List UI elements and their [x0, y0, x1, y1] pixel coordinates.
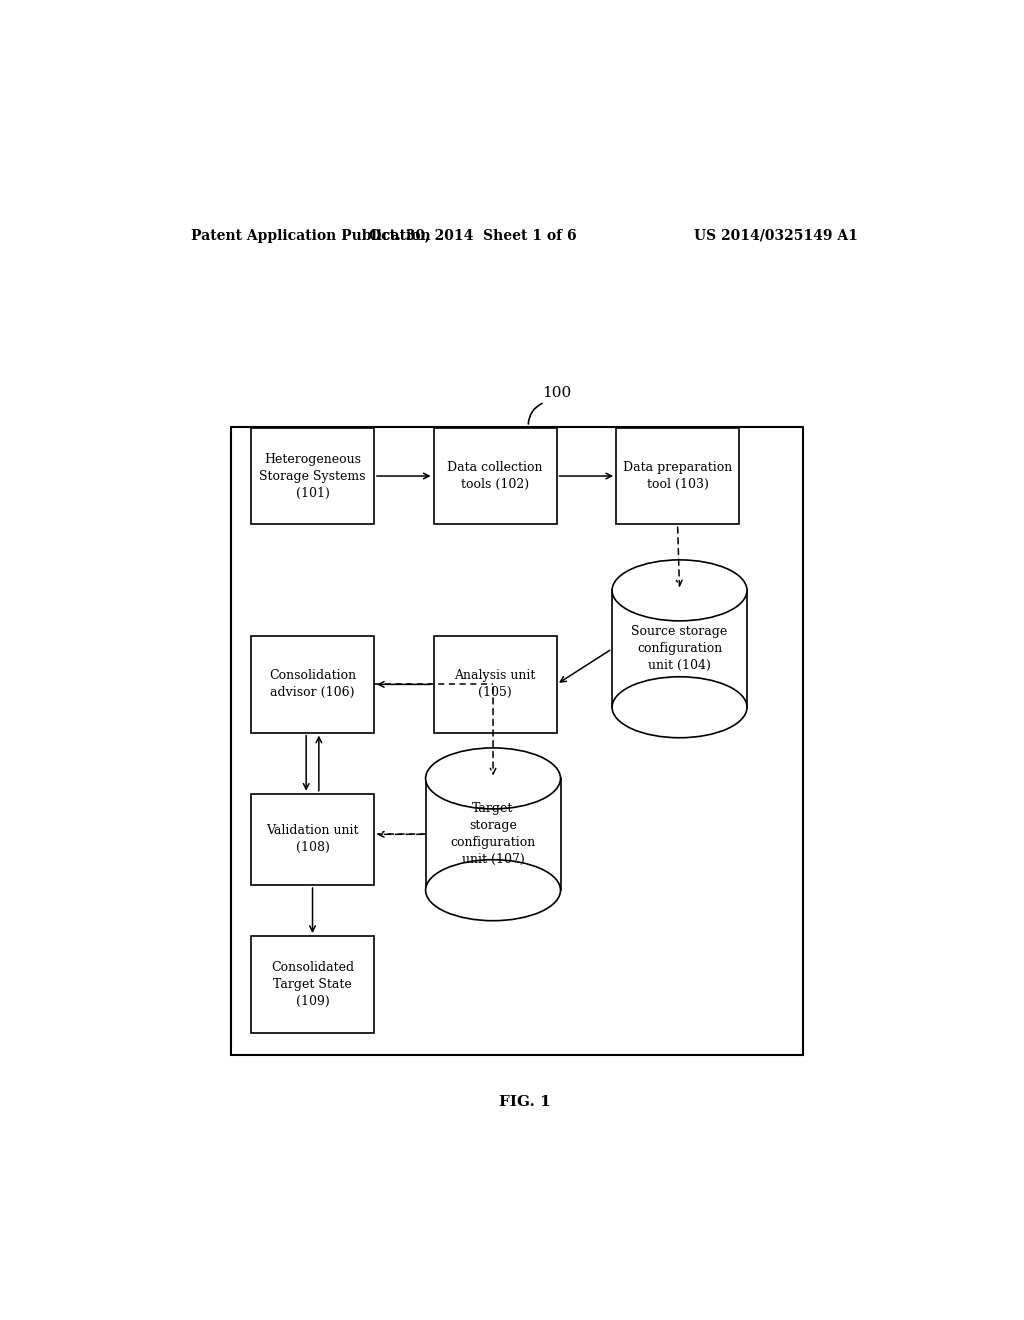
Bar [433, 428, 557, 524]
Ellipse shape [612, 677, 748, 738]
Ellipse shape [426, 859, 560, 921]
Text: US 2014/0325149 A1: US 2014/0325149 A1 [694, 228, 858, 243]
Bar [251, 428, 374, 524]
Ellipse shape [612, 560, 748, 620]
Text: Oct. 30, 2014  Sheet 1 of 6: Oct. 30, 2014 Sheet 1 of 6 [370, 228, 578, 243]
Bar [433, 636, 557, 733]
Text: Validation unit
(108): Validation unit (108) [266, 825, 358, 854]
Text: Consolidation
advisor (106): Consolidation advisor (106) [269, 669, 356, 700]
Bar [616, 428, 739, 524]
Bar [251, 636, 374, 733]
Text: Patent Application Publication: Patent Application Publication [191, 228, 431, 243]
Text: Data collection
tools (102): Data collection tools (102) [447, 461, 543, 491]
Text: 100: 100 [542, 387, 571, 400]
Ellipse shape [426, 748, 560, 809]
Text: Consolidated
Target State
(109): Consolidated Target State (109) [271, 961, 354, 1007]
Text: Target
storage
configuration
unit (107): Target storage configuration unit (107) [451, 803, 536, 866]
Bar [251, 936, 374, 1032]
Text: Source storage
configuration
unit (104): Source storage configuration unit (104) [632, 626, 728, 672]
Bar [251, 793, 374, 886]
Text: FIG. 1: FIG. 1 [499, 1094, 551, 1109]
Text: Heterogeneous
Storage Systems
(101): Heterogeneous Storage Systems (101) [259, 453, 366, 499]
Text: Analysis unit
(105): Analysis unit (105) [455, 669, 536, 700]
Bar [231, 426, 803, 1055]
Text: Data preparation
tool (103): Data preparation tool (103) [623, 461, 732, 491]
